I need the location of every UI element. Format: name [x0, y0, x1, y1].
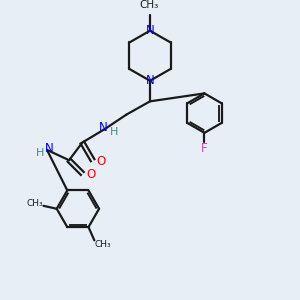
Text: CH₃: CH₃	[26, 199, 43, 208]
Text: H: H	[35, 148, 44, 158]
Text: N: N	[98, 121, 107, 134]
Text: O: O	[86, 168, 95, 182]
Text: F: F	[201, 142, 208, 154]
Text: N: N	[45, 142, 54, 155]
Text: N: N	[146, 74, 154, 87]
Text: CH₃: CH₃	[94, 240, 111, 249]
Text: H: H	[110, 127, 118, 137]
Text: N: N	[146, 24, 154, 37]
Text: O: O	[96, 155, 106, 168]
Text: CH₃: CH₃	[139, 0, 158, 10]
